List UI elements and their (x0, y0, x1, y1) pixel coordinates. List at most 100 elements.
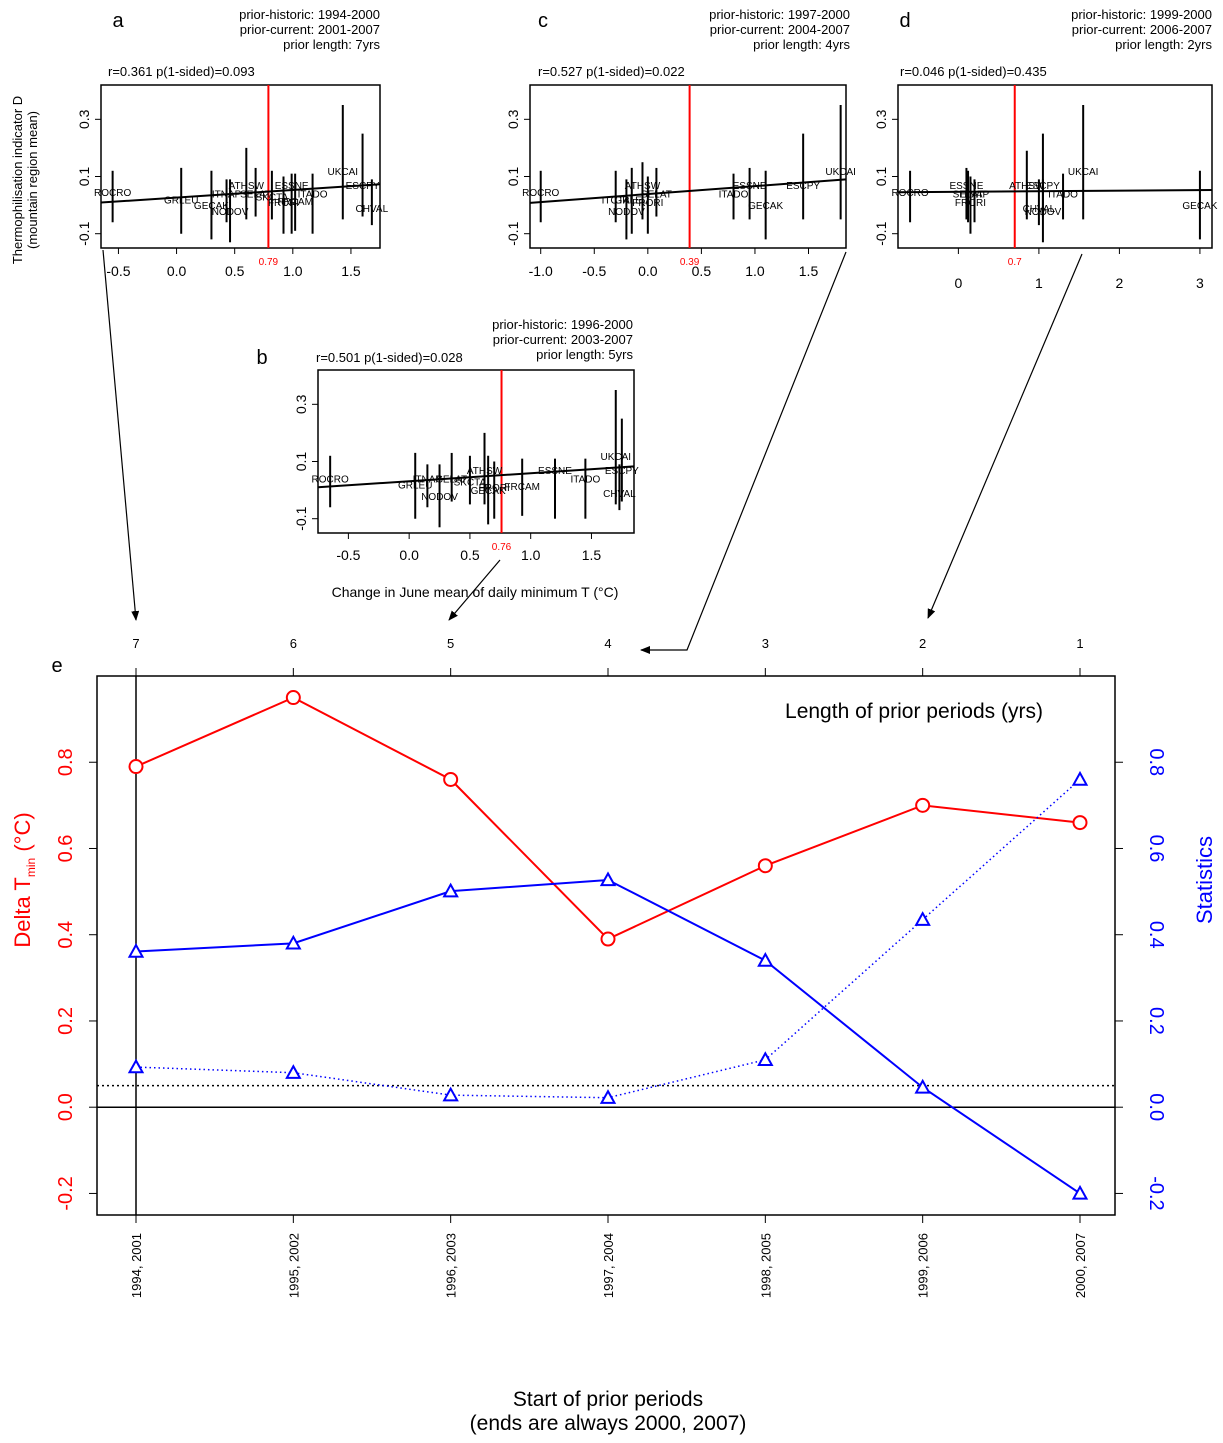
ylabel-left-unit: (°C) (10, 812, 35, 857)
panel-e-series-1-marker (442, 882, 459, 898)
panel-c-point-label: ITCTA (602, 195, 630, 206)
panel-a-prior-current: prior-current: 2001-2007 (240, 22, 380, 37)
panel-a-point-label: ITADO (298, 190, 328, 201)
panel-a-point-label: FRORI (268, 198, 299, 209)
panel-a-ytick-label: 0.1 (76, 167, 92, 187)
panel-e-ytick-label-left: 0.0 (55, 1093, 77, 1121)
panel-b-point-label: SELAT (436, 475, 467, 486)
panel-b-point-label: ITNAP (413, 475, 443, 486)
panel-e-top-tick-label: 7 (132, 636, 139, 651)
panel-d-prior-historic: prior-historic: 1999-2000 (1071, 7, 1212, 22)
panel-c-point-label: GRLEU (615, 195, 649, 206)
panel-c-point-label: ITADO (719, 190, 749, 201)
panel-e-ylabel-right: Statistics (1192, 836, 1217, 924)
panel-a-point-label: NODOV (212, 207, 249, 218)
panel-a-ytick-label: -0.1 (76, 221, 92, 245)
panel-e-series-0-marker (1072, 815, 1088, 831)
panel-b-prior-current: prior-current: 2003-2007 (493, 332, 633, 347)
panel-a-point-label: GECAK (194, 201, 229, 212)
panel-a-point-label: UKCAI (328, 167, 359, 178)
panel-e-series-0-marker (915, 797, 931, 813)
panel-c-prior-current: prior-current: 2004-2007 (710, 22, 850, 37)
panel-c-point-label: UKCAI (825, 167, 856, 178)
panel-e-series-2-marker (914, 911, 931, 926)
panel-a-point-label: FRCAM (277, 197, 313, 208)
panel-e-top-tick-label: 5 (447, 636, 454, 651)
panel-d-vline-label: 0.7 (1008, 257, 1022, 268)
panel-c-point-label: ROCRO (522, 188, 559, 199)
panel-d-point-label: SELAT (953, 190, 984, 201)
panel-a-frame (100, 84, 381, 249)
panel-e-xtick-label: 1999, 2006 (916, 1233, 931, 1298)
panel-a-ytick-label: 0.3 (76, 109, 92, 129)
panel-e-ytick-label-left: 0.4 (55, 921, 77, 949)
panel-b-point-label: GRLEU (398, 480, 432, 491)
panel-e-xtick-label: 1996, 2003 (444, 1233, 459, 1298)
connector-arrow-3 (927, 253, 1083, 619)
panel-d-xtick-label: 2 (1116, 275, 1124, 291)
panel-d-plot: 0 1 2 3 -0.1 0.1 0.3 0.7 ROCRO ESSNESELATITNAPFRO… (873, 84, 1218, 291)
panel-d-point-label: FRORI (955, 198, 986, 209)
panel-e-series-0-marker (757, 858, 773, 874)
panel-e-xlabel-line1: Start of prior periods (513, 1388, 703, 1411)
panel-b: b prior-historic: 1996-2000 prior-curren… (256, 317, 639, 600)
panel-b-point-label: UKCAI (600, 452, 631, 463)
panel-d-point-label: CHVAL (1023, 204, 1056, 215)
panel-e-xtick-label: 1997, 2004 (601, 1233, 616, 1298)
panel-c-ytick-label: 0.3 (505, 109, 521, 129)
panel-e-series-1-marker (1071, 1184, 1089, 1200)
panel-c-point-label: ESSNE (733, 181, 767, 192)
panel-d-point-label: GECAK (1182, 201, 1217, 212)
panel-b-ytick-label: 0.1 (293, 452, 309, 472)
panel-b-point-label: ATHSW (467, 466, 503, 477)
panel-c-xtick-label: 1.5 (799, 263, 819, 279)
panel-d-point-label: NODOV (1025, 207, 1062, 218)
panel-a: a prior-historic: 1994-2000 prior-curren… (76, 7, 389, 279)
panel-a-fit-line (100, 183, 381, 204)
panel-e-series-1-marker (127, 942, 145, 958)
panel-c-prior-length: prior length: 4yrs (753, 37, 850, 52)
panel-b-point-label: ESCPY (605, 466, 639, 477)
panel-d-frame (897, 84, 1213, 249)
panel-e-xtick-label: 1998, 2005 (758, 1233, 773, 1298)
panel-b-vline-label: 0.76 (492, 542, 512, 553)
panel-e-series-0-marker (128, 759, 144, 775)
panel-e-letter: e (51, 655, 62, 677)
panel-c-letter: c (538, 10, 548, 32)
panel-b-point-label: SKCTA (454, 478, 487, 489)
panel-b-ytick-label: 0.3 (293, 394, 309, 414)
panel-e-xtick-label: 2000, 2007 (1073, 1233, 1088, 1298)
panel-e-series-1-marker (914, 1078, 931, 1094)
panel-c-fit-line (529, 178, 847, 204)
panel-d-fit-line (897, 188, 1213, 194)
panel-d-point-label: ITADO (1048, 190, 1078, 201)
panel-d-xtick-label: 1 (1035, 275, 1043, 291)
panel-e-series-0-marker (600, 931, 616, 947)
panel-b-stat: r=0.501 p(1-sided)=0.028 (316, 350, 463, 365)
panel-e-series-2-marker (442, 1086, 459, 1102)
panel-e: e 1994, 2001 7 1995, 2002 6 1996, 2003 5 1997,… (10, 636, 1217, 1435)
panel-c-point-label: ATHSW (625, 181, 661, 192)
panel-e-ytick-label-right: 0.6 (1145, 835, 1167, 863)
panel-c-point-label: FRORI (632, 198, 663, 209)
panel-b-xtick-label: 1.5 (582, 547, 602, 563)
panel-b-ytick-label: -0.1 (293, 506, 309, 530)
panel-a-xtick-label: -0.5 (106, 263, 130, 279)
connector-arrow-2 (640, 251, 847, 654)
panel-e-series-2-marker (599, 1089, 617, 1104)
panel-e-ytick-label-right: 0.4 (1145, 921, 1167, 949)
connector-arrow-1 (448, 559, 501, 621)
panel-a-stat: r=0.361 p(1-sided)=0.093 (108, 64, 255, 79)
panel-e-ytick-label-left: 0.6 (55, 835, 77, 863)
panel-a-xtick-label: 1.0 (283, 263, 303, 279)
panel-d-ytick-label: 0.3 (873, 109, 889, 129)
panel-b-point-label: FRCAM (504, 482, 540, 493)
common-ylabel-line1: Thermophilisation indicator D (10, 96, 25, 264)
panel-b-xlabel: Change in June mean of daily minimum T (… (332, 584, 619, 600)
panel-e-xtick-label: 1995, 2002 (286, 1233, 301, 1298)
panel-c-xtick-label: -1.0 (529, 263, 553, 279)
panel-c-xtick-label: -0.5 (582, 263, 606, 279)
panel-a-point-label: ESSNE (275, 181, 309, 192)
panel-e-ytick-label-left: 0.8 (55, 748, 77, 776)
